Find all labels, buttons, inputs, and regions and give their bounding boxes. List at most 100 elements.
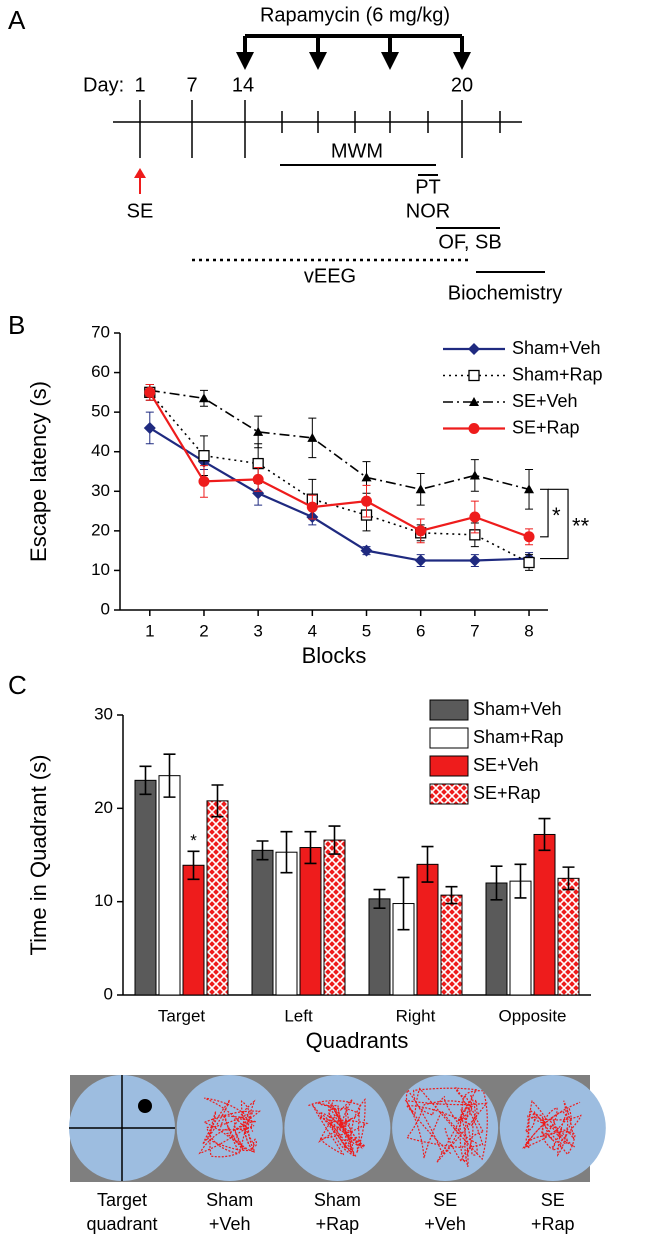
- y-tick-label: 10: [94, 891, 113, 910]
- marker: [361, 472, 372, 482]
- dose-arrows: [236, 52, 471, 70]
- significance-label: *: [190, 831, 197, 850]
- legend-label: Sham+Veh: [512, 338, 601, 358]
- marker: [468, 554, 481, 567]
- x-tick-label: 5: [362, 621, 371, 640]
- legend-marker: [469, 397, 479, 406]
- dosing-bracket: [243, 34, 464, 56]
- y-tick-label: 30: [94, 704, 113, 723]
- y-tick-label: 40: [91, 441, 110, 460]
- pool: [176, 1075, 283, 1181]
- marker: [469, 470, 480, 480]
- legend-label: SE+Veh: [512, 391, 578, 411]
- x-tick-label: Opposite: [498, 1006, 566, 1025]
- legend-label: SE+Veh: [473, 755, 539, 775]
- bar: [557, 877, 580, 996]
- bar: [533, 833, 556, 996]
- marker: [523, 556, 535, 569]
- bar: [134, 779, 157, 996]
- pool-label: SE: [433, 1190, 457, 1210]
- y-tick-label: 0: [101, 599, 110, 618]
- y-tick-label: 70: [91, 322, 110, 341]
- x-tick-label: 8: [524, 621, 533, 640]
- swim-path: [404, 1087, 488, 1167]
- y-tick-label: 10: [91, 560, 110, 579]
- legend-label: SE+Rap: [512, 417, 580, 437]
- marker: [252, 473, 264, 485]
- marker: [307, 432, 318, 442]
- legend-swatch: [429, 755, 469, 777]
- legend-swatch: [429, 783, 469, 805]
- x-tick-label: 4: [308, 621, 317, 640]
- error-bar: [421, 845, 434, 883]
- error-bar: [139, 765, 152, 796]
- legend-label: Sham+Rap: [512, 364, 603, 384]
- event-label: MWM: [331, 140, 383, 162]
- error-bar: [256, 840, 269, 861]
- panel-a: A Rapamycin (6 mg/kg) Day: 1 7 14 20: [8, 4, 562, 304]
- maze-pool: [284, 1075, 391, 1181]
- x-tick-label: Target: [158, 1006, 206, 1025]
- legend-marker: [468, 343, 480, 355]
- y-tick-label: 20: [94, 798, 113, 817]
- marker: [415, 484, 426, 494]
- pool-label: +Rap: [316, 1214, 360, 1234]
- error-bar: [280, 830, 293, 874]
- legend-swatch: [429, 699, 469, 721]
- marker: [523, 531, 535, 543]
- swim-path: [307, 1097, 369, 1158]
- error-bar: [304, 830, 317, 865]
- panel-letter: A: [8, 5, 26, 35]
- pool-label: SE: [541, 1190, 565, 1210]
- pool-label: +Veh: [209, 1214, 251, 1234]
- pool-label: Sham: [206, 1190, 253, 1210]
- x-axis-title: Blocks: [302, 643, 367, 668]
- event-label: SE: [127, 200, 154, 222]
- bar: [182, 864, 205, 996]
- pool-label: +Veh: [424, 1214, 466, 1234]
- error-bar: [163, 753, 176, 798]
- marker: [361, 495, 373, 507]
- day-prefix: Day:: [83, 74, 124, 96]
- significance-label: *: [552, 503, 561, 528]
- pool-label: Target: [97, 1190, 147, 1210]
- swim-path: [522, 1100, 582, 1158]
- day-label: 7: [186, 74, 197, 96]
- legend-swatch: [429, 727, 469, 749]
- marker: [198, 450, 210, 462]
- y-axis-title: Escape latency (s): [26, 381, 51, 562]
- marker: [253, 426, 264, 436]
- bar: [299, 847, 322, 996]
- pool-label: Sham: [314, 1190, 361, 1210]
- bar: [251, 849, 274, 996]
- bar: [275, 851, 298, 996]
- series-line: [149, 391, 530, 564]
- marker: [144, 386, 156, 398]
- treatment-label: Rapamycin (6 mg/kg): [260, 4, 450, 26]
- error-bar: [445, 885, 458, 905]
- error-bar: [328, 825, 341, 855]
- error-bar: [562, 866, 575, 891]
- error-bar: [514, 863, 527, 899]
- bar: [158, 775, 181, 996]
- marker: [306, 501, 318, 513]
- legend-label: Sham+Rap: [473, 727, 564, 747]
- series-line: [149, 427, 530, 562]
- panel-letter: B: [8, 310, 25, 340]
- event-label: PT: [415, 176, 441, 198]
- y-tick-label: 50: [91, 402, 110, 421]
- marker: [469, 511, 481, 523]
- x-axis-title: Quadrants: [306, 1028, 409, 1053]
- y-tick-label: 60: [91, 362, 110, 381]
- event-label: vEEG: [304, 265, 356, 287]
- bar: [440, 894, 463, 996]
- event-label: OF, SB: [438, 231, 501, 253]
- x-tick-label: Right: [396, 1006, 436, 1025]
- error-bar: [538, 817, 551, 852]
- event-label: Biochemistry: [448, 282, 562, 304]
- legend-marker: [468, 423, 480, 434]
- significance-bracket: [540, 488, 569, 560]
- day-label: 20: [451, 74, 473, 96]
- marker: [415, 525, 427, 537]
